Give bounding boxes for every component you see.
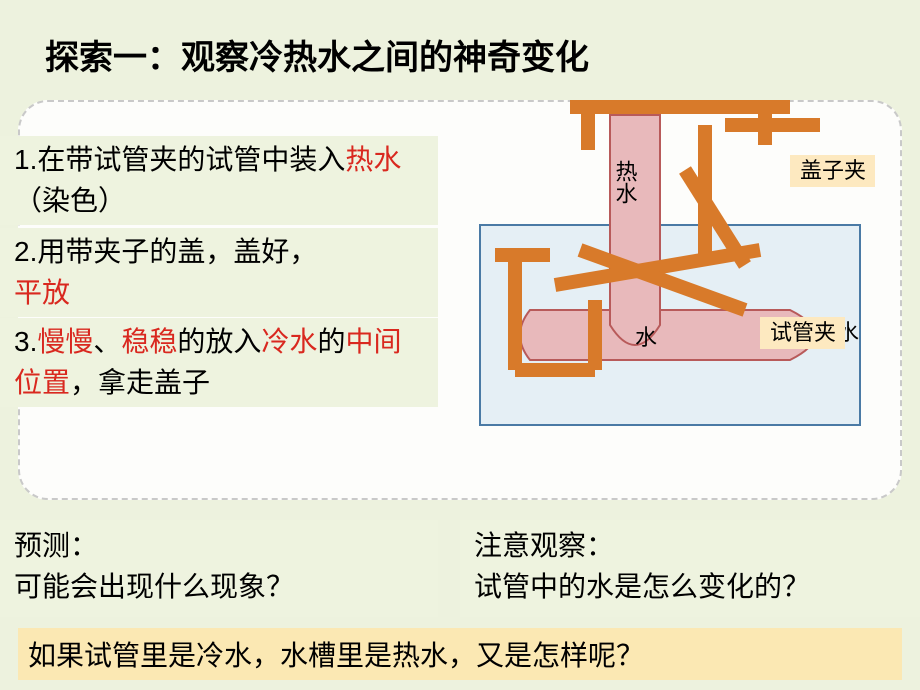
step3-mid1: 的放入 xyxy=(177,326,261,357)
step3-sep1: 、 xyxy=(93,326,121,357)
step2-flat: 平放 xyxy=(14,277,70,308)
step3-tail: ，拿走盖子 xyxy=(70,367,210,398)
bottom-row: 预测： 可能会出现什么现象？ 注意观察： 试管中的水是怎么变化的？ xyxy=(0,520,920,617)
lid-clip-label: 盖子夹 xyxy=(800,158,866,183)
tube-clip-label: 试管夹 xyxy=(770,320,836,345)
hot-water-label: 热水 xyxy=(613,160,638,204)
step3-a: 3. xyxy=(14,326,37,357)
step2-pre: 2.用带夹子的盖，盖好， xyxy=(14,236,317,267)
step-1: 1.在带试管夹的试管中装入热水 （染色） xyxy=(0,136,438,225)
step1-pre: 1.在带试管夹的试管中装入 xyxy=(14,144,345,175)
pred-l2: 可能会出现什么现象？ xyxy=(14,571,294,602)
step-2: 2.用带夹子的盖，盖好， 平放 xyxy=(0,228,438,317)
observation-box: 注意观察： 试管中的水是怎么变化的？ xyxy=(460,520,920,617)
step-3: 3.慢慢、稳稳的放入冷水的中间位置，拿走盖子 xyxy=(0,318,438,407)
prediction-box: 预测： 可能会出现什么现象？ xyxy=(0,520,438,617)
step1-hot: 热水 xyxy=(345,144,401,175)
step1-dye: （染色） xyxy=(14,185,126,216)
vertical-tube xyxy=(610,115,660,345)
step3-steady: 稳稳 xyxy=(121,326,177,357)
step3-mid2: 的 xyxy=(317,326,345,357)
pred-l1: 预测： xyxy=(14,530,98,561)
final-question: 如果试管里是冷水，水槽里是热水，又是怎样呢？ xyxy=(18,628,902,680)
page-title: 探索一：观察冷热水之间的神奇变化 xyxy=(0,0,920,99)
step3-slow: 慢慢 xyxy=(37,326,93,357)
tank-water-label: 水 xyxy=(635,325,657,350)
obs-l2: 试管中的水是怎么变化的？ xyxy=(474,571,810,602)
obs-l1: 注意观察： xyxy=(474,530,614,561)
step3-cold: 冷水 xyxy=(261,326,317,357)
apparatus-diagram: 热水 水 冷水 盖子夹 试管夹 xyxy=(460,95,900,465)
